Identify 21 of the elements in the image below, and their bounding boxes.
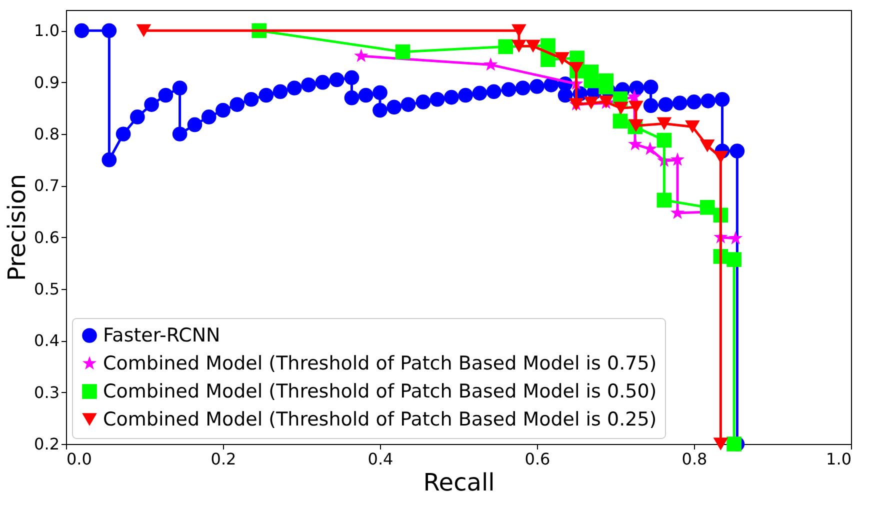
y-tick-label: 0.5 [34, 280, 60, 298]
x-tick-label: 0.2 [210, 450, 236, 468]
y-tick-label: 0.4 [34, 331, 60, 350]
y-tick-label: 0.9 [34, 72, 60, 92]
x-tick-label: 0.0 [66, 450, 92, 468]
y-tick-label: 0.2 [34, 434, 60, 454]
x-axis-title: Recall [423, 468, 495, 496]
legend-label: Faster-RCNN [103, 324, 220, 346]
legend-label: Combined Model (Threshold of Patch Based Model is 0.75) [103, 352, 657, 374]
x-tick-label: 0.6 [524, 450, 550, 468]
y-axis-title: Precision [3, 174, 32, 282]
y-tick-label: 0.3 [34, 382, 60, 402]
y-tick-label: 0.8 [34, 124, 60, 144]
legend-label: Combined Model (Threshold of Patch Based Model is 0.25) [103, 408, 657, 430]
y-tick-label: 0.7 [34, 176, 60, 196]
x-tick-label: 0.8 [682, 450, 708, 468]
y-tick-label: 0.6 [34, 228, 60, 247]
y-tick-label: 1.0 [34, 21, 60, 40]
x-tick-label: 1.0 [826, 450, 852, 468]
x-tick-label: 0.4 [368, 450, 394, 468]
legend-label: Combined Model (Threshold of Patch Based Model is 0.50) [103, 380, 657, 402]
